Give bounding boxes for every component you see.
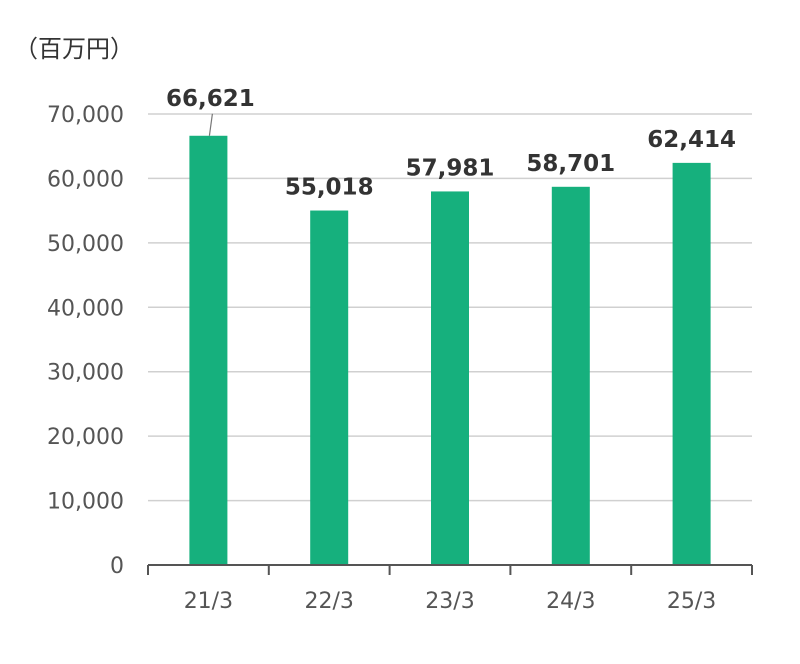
y-tick-label: 30,000 xyxy=(47,361,124,386)
data-label: 55,018 xyxy=(285,175,374,201)
y-tick-label: 20,000 xyxy=(47,425,124,450)
y-tick-label: 60,000 xyxy=(47,167,124,192)
bar xyxy=(551,186,590,565)
y-tick-label: 70,000 xyxy=(47,103,124,128)
axes: 0 10,000 20,000 30,000 40,000 50,000 60,000 70,… xyxy=(47,103,753,614)
x-tick-label: 24/3 xyxy=(546,589,595,614)
bar xyxy=(189,135,228,565)
data-label: 58,701 xyxy=(526,151,615,177)
y-tick-label: 10,000 xyxy=(47,490,124,515)
x-tick-label: 22/3 xyxy=(304,589,353,614)
y-axis-unit-label: （百万円） xyxy=(14,35,134,63)
bars xyxy=(189,135,711,565)
x-tick-label: 23/3 xyxy=(425,589,474,614)
x-tick-label: 21/3 xyxy=(184,589,233,614)
bar xyxy=(310,210,349,565)
data-label: 62,414 xyxy=(647,127,736,153)
data-labels: 66,621 55,018 57,981 58,701 62,414 xyxy=(166,86,736,201)
y-tick-label: 50,000 xyxy=(47,232,124,257)
y-tick-label: 0 xyxy=(110,554,124,579)
data-label: 66,621 xyxy=(166,86,255,112)
leader-line xyxy=(208,113,213,136)
bar xyxy=(672,162,711,565)
y-tick-label: 40,000 xyxy=(47,296,124,321)
x-tick-label: 25/3 xyxy=(667,589,716,614)
bar xyxy=(431,191,469,565)
data-label: 57,981 xyxy=(406,155,495,181)
